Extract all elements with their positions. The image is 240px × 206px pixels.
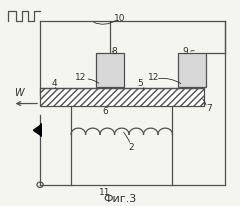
Text: 4: 4 bbox=[52, 79, 57, 88]
Text: W: W bbox=[14, 88, 24, 98]
Bar bbox=[179, 54, 206, 88]
Text: 9: 9 bbox=[183, 46, 188, 55]
Bar bbox=[96, 54, 124, 88]
Text: 11: 11 bbox=[99, 187, 110, 197]
Text: 2: 2 bbox=[128, 143, 133, 151]
Text: 7: 7 bbox=[207, 104, 212, 113]
Text: Фиг.3: Фиг.3 bbox=[103, 193, 137, 203]
Text: 12: 12 bbox=[75, 73, 86, 82]
Text: 5: 5 bbox=[138, 79, 143, 88]
Text: 6: 6 bbox=[103, 106, 108, 115]
Bar bbox=[40, 89, 204, 106]
Text: 10: 10 bbox=[114, 14, 126, 23]
Text: 8: 8 bbox=[111, 46, 117, 55]
Polygon shape bbox=[33, 125, 41, 136]
Text: 12: 12 bbox=[148, 73, 159, 82]
